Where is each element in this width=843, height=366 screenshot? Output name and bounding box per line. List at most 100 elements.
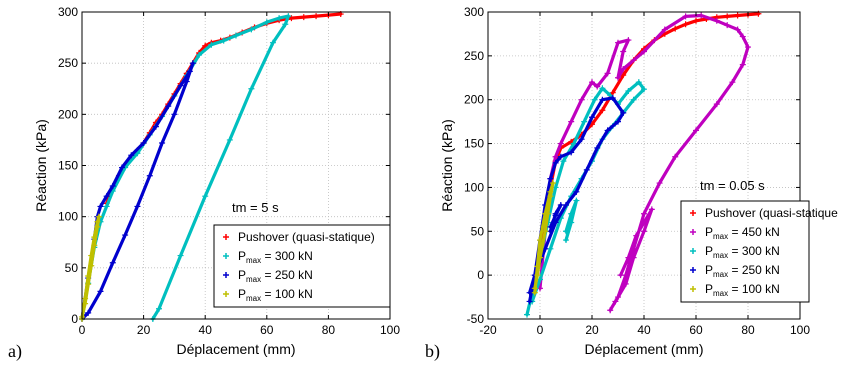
data-point (617, 272, 624, 279)
legend-marker (690, 248, 696, 254)
data-point (276, 15, 283, 22)
series-3 (79, 60, 196, 322)
data-point (589, 114, 595, 121)
data-point (146, 172, 153, 179)
legend-label-main: P (705, 225, 713, 239)
data-point (534, 272, 541, 279)
data-point (202, 193, 209, 200)
data-point (578, 96, 585, 103)
legend-label-sub: max (713, 232, 728, 241)
legend-label-sub: max (246, 256, 261, 265)
legend-label-sub: max (713, 251, 728, 260)
data-point (698, 12, 705, 19)
legend-label: Pmax = 300 kN (705, 244, 780, 260)
y-tick-label: -50 (467, 312, 485, 326)
y-tick-label: 300 (464, 5, 484, 19)
data-point (682, 21, 689, 28)
data-point (95, 213, 102, 220)
data-point (563, 237, 569, 244)
data-point (594, 83, 601, 90)
data-point (547, 245, 554, 252)
data-point (630, 254, 637, 261)
data-point (661, 26, 668, 33)
legend-label-tail: = 300 kN (261, 249, 313, 263)
data-point (109, 182, 116, 189)
x-tick-label: 100 (790, 323, 810, 337)
data-point (682, 13, 689, 20)
data-point (152, 123, 159, 130)
legend-label-main: Pushover (quasi-statique (705, 206, 838, 220)
data-point (583, 166, 590, 173)
data-point (156, 305, 162, 312)
data-point (635, 79, 642, 86)
data-point (119, 164, 126, 171)
x-tick-label: 0 (537, 323, 544, 337)
series-4 (526, 94, 627, 305)
x-tick-label: 100 (380, 323, 400, 337)
series-line (538, 13, 750, 312)
data-point (625, 254, 632, 261)
data-point (745, 44, 751, 51)
data-point (672, 25, 679, 32)
legend-label-tail: = 300 kN (728, 244, 780, 258)
legend-label-main: P (705, 263, 713, 277)
data-point (531, 285, 538, 292)
y-tick-label: 150 (58, 159, 78, 173)
y-tick-label: 100 (464, 180, 484, 194)
data-point (134, 203, 141, 210)
y-tick-label: 0 (71, 312, 78, 326)
data-point (526, 289, 533, 296)
data-point (122, 232, 129, 239)
legend-box (213, 224, 391, 308)
x-tick-label: 60 (689, 323, 703, 337)
legend-label-sub: max (246, 275, 261, 284)
data-point (630, 245, 637, 252)
data-point (557, 201, 564, 208)
legend-label-tail: = 100 kN (261, 287, 313, 301)
data-point (734, 12, 741, 19)
data-point (85, 309, 92, 316)
data-point (557, 140, 564, 147)
legend-marker (690, 229, 696, 235)
data-point (578, 136, 585, 143)
y-tick-label: 250 (464, 49, 484, 63)
data-point (552, 159, 559, 166)
x-tick-label: 40 (637, 323, 651, 337)
legend-label-tail: = 250 kN (261, 268, 313, 282)
data-point (534, 263, 541, 270)
data-point (620, 48, 627, 55)
data-point (633, 232, 640, 239)
data-point (552, 212, 559, 219)
data-point (542, 228, 549, 235)
data-point (300, 14, 307, 21)
data-point (589, 79, 595, 86)
data-point (612, 298, 619, 305)
data-point (196, 51, 203, 58)
legend-marker (223, 291, 229, 297)
data-point (537, 254, 543, 261)
legend-label-main: Pushover (quasi-statique) (238, 230, 375, 244)
x-tick-label: 40 (199, 323, 213, 337)
data-point (591, 96, 598, 103)
data-point (625, 37, 632, 44)
data-point (724, 22, 731, 29)
legend-label-tail: = 250 kN (728, 263, 780, 277)
y-tick-label: 50 (65, 261, 79, 275)
legend-marker (223, 234, 229, 240)
data-point (713, 101, 720, 108)
data-point (140, 139, 147, 146)
legend-label-main: P (238, 268, 246, 282)
data-point (599, 96, 606, 103)
data-point (557, 153, 564, 160)
y-axis-label: Réaction (kPa) (439, 119, 455, 212)
series-5 (531, 180, 556, 296)
x-tick-label: 20 (585, 323, 599, 337)
data-point (560, 158, 567, 165)
legend-label: Pmax = 250 kN (705, 263, 780, 279)
x-tick-label: 60 (260, 323, 274, 337)
data-point (88, 262, 95, 269)
annotation-text: tm = 5 s (232, 200, 279, 215)
legend-label: Pmax = 300 kN (238, 249, 313, 265)
data-point (630, 96, 637, 103)
